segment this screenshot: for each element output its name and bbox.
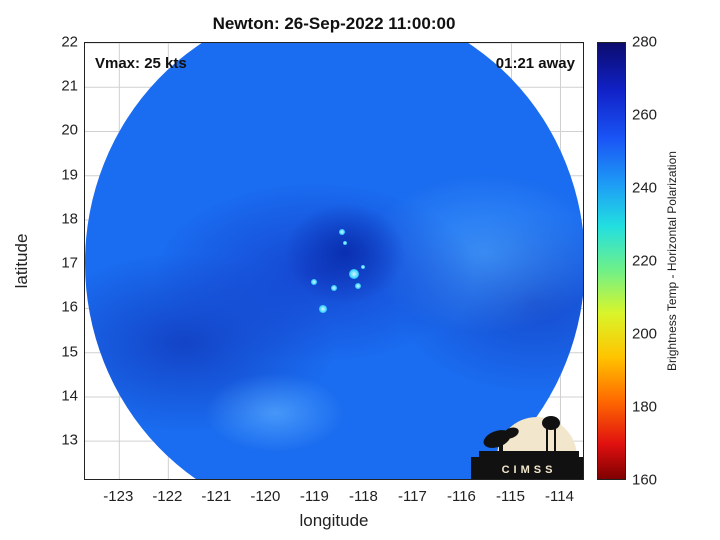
map-axes: Vmax: 25 kts 01:21 away CIMSS	[84, 42, 584, 480]
x-tick-label: -117	[397, 488, 427, 505]
x-tick-label: -123	[103, 488, 134, 505]
logo-text: CIMSS	[502, 464, 557, 476]
y-axis-label: latitude	[12, 233, 31, 289]
convective-cell	[319, 305, 327, 313]
x-tick-label: -115	[496, 488, 525, 505]
vmax-annotation: Vmax: 25 kts	[95, 55, 187, 72]
convective-cell	[349, 269, 359, 279]
colorbar-tick-label: 180	[632, 398, 658, 416]
colorbar	[597, 42, 626, 480]
x-tick-label: -122	[152, 488, 183, 505]
y-tick-label: 20	[61, 121, 78, 139]
colorbar-tick-label: 260	[632, 106, 658, 124]
y-tick-label: 16	[61, 298, 78, 316]
y-tick-label: 22	[61, 33, 78, 51]
y-tick-label: 18	[61, 210, 78, 228]
convective-cell	[355, 283, 361, 289]
colorbar-tick-label: 200	[632, 325, 658, 343]
x-tick-label: -116	[446, 488, 476, 505]
y-tick-label: 19	[61, 166, 78, 184]
convective-cell	[339, 229, 345, 235]
x-tick-label: -118	[348, 488, 378, 505]
x-tick-label: -120	[250, 488, 281, 505]
colorbar-tick-label: 220	[632, 252, 658, 270]
convective-cell	[343, 241, 347, 245]
x-tick-label: -119	[299, 488, 329, 505]
colorbar-tick-label: 160	[632, 471, 658, 489]
convective-cell	[361, 265, 365, 269]
cimss-logo: CIMSS	[471, 416, 583, 479]
microwave-swath	[85, 43, 583, 479]
y-tick-label: 17	[61, 254, 78, 272]
colorbar-label: Brightness Temp - Horizontal Polarizatio…	[665, 151, 679, 371]
colorbar-tick-label: 240	[632, 179, 658, 197]
y-tick-label: 13	[61, 431, 78, 449]
convective-cell	[311, 279, 317, 285]
y-tick-label: 15	[61, 343, 78, 361]
map-title: Newton: 26-Sep-2022 11:00:00	[212, 14, 456, 33]
convective-cell	[331, 285, 337, 291]
colorbar-tick-label: 280	[632, 33, 658, 51]
y-tick-label: 14	[61, 387, 78, 405]
x-tick-label: -114	[545, 488, 574, 505]
y-tick-label: 21	[61, 77, 78, 95]
x-axis-label: longitude	[299, 511, 369, 530]
x-tick-label: -121	[201, 488, 232, 505]
time-away-annotation: 01:21 away	[495, 55, 575, 72]
